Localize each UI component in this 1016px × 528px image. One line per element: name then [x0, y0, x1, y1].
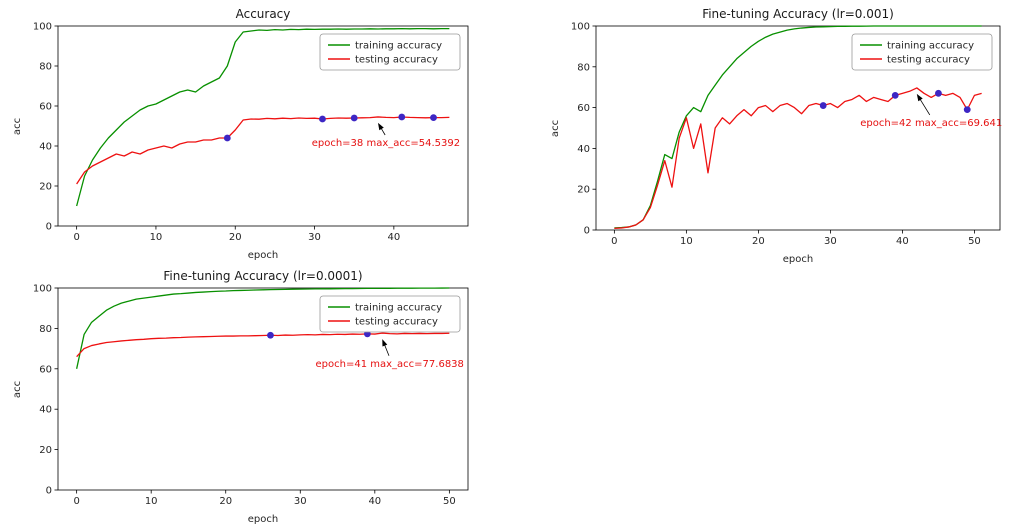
y-tick-label: 100 — [33, 22, 52, 33]
x-tick-label: 20 — [219, 496, 232, 507]
chart-finetune-lr-001: Fine-tuning Accuracy (lr=0.001) acc epoc… — [548, 4, 1010, 266]
y-tick-label: 0 — [46, 486, 52, 497]
y-tick-label: 0 — [584, 226, 590, 237]
x-tick-label: 10 — [150, 232, 163, 243]
annotation-arrowhead — [382, 339, 388, 347]
y-tick-label: 60 — [39, 102, 52, 113]
x-tick-label: 40 — [896, 236, 909, 247]
annotation-text: epoch=38 max_acc=54.5392 — [312, 138, 460, 149]
marker-dot — [267, 331, 274, 339]
x-tick-label: 20 — [229, 232, 242, 243]
y-tick-label: 0 — [46, 222, 52, 233]
marker-dot — [350, 114, 358, 122]
x-tick-label: 0 — [73, 232, 79, 243]
y-tick-label: 40 — [577, 144, 590, 155]
x-tick-label: 10 — [680, 236, 693, 247]
plot-area — [57, 287, 469, 491]
x-tick-label: 40 — [368, 496, 381, 507]
series-line-testing — [76, 332, 450, 358]
annotation-text: epoch=42 max_acc=69.641 — [860, 118, 1002, 129]
chart-title: Fine-tuning Accuracy (lr=0.0001) — [163, 269, 363, 283]
x-axis-label: epoch — [782, 254, 814, 265]
annotation-text: epoch=41 max_acc=77.6838 — [316, 359, 464, 370]
y-tick-label: 80 — [577, 62, 590, 73]
x-axis-label: epoch — [247, 250, 279, 261]
chart-title: Fine-tuning Accuracy (lr=0.001) — [702, 7, 894, 21]
legend-label: testing accuracy — [355, 55, 438, 66]
y-tick-label: 60 — [577, 103, 590, 114]
chart-finetune-lr-0001: Fine-tuning Accuracy (lr=0.0001) acc epo… — [10, 266, 478, 526]
series-line-training — [76, 287, 450, 369]
chart-accuracy: Accuracy acc epoch 0 10 20 30 40 0 20 40 60 80 100… — [10, 4, 478, 262]
x-tick-label: 10 — [145, 496, 158, 507]
y-tick-label: 80 — [39, 324, 52, 335]
legend-label: training accuracy — [887, 41, 974, 52]
x-tick-label: 30 — [308, 232, 321, 243]
series-line-training — [76, 27, 450, 207]
plot-area — [595, 25, 1001, 231]
legend-label: training accuracy — [355, 303, 442, 314]
x-axis-label: epoch — [247, 514, 279, 525]
marker-dot — [398, 113, 406, 121]
series-line-testing — [614, 87, 982, 230]
legend-box — [319, 33, 461, 71]
y-tick-label: 80 — [39, 62, 52, 73]
x-tick-label: 50 — [443, 496, 456, 507]
legend-label: training accuracy — [355, 41, 442, 52]
annotation-arrowhead — [916, 93, 923, 102]
chart-title: Accuracy — [235, 7, 291, 21]
y-tick-label: 60 — [39, 364, 52, 375]
plot-area — [57, 25, 469, 227]
series-line-training — [614, 25, 982, 229]
x-tick-label: 0 — [611, 236, 617, 247]
marker-dot — [891, 91, 899, 99]
chart-canvas: 0 10 20 30 40 0 20 40 60 80 100 epoch=38 max_acc=54… — [33, 22, 469, 243]
marker-dot — [819, 102, 827, 109]
marker-dot — [935, 89, 942, 97]
y-tick-label: 40 — [39, 405, 52, 416]
y-tick-label: 100 — [33, 284, 52, 295]
chart-canvas: 0 10 20 30 40 50 0 20 40 60 80 100 epoch=42 max_acc=… — [571, 22, 1002, 248]
x-tick-label: 50 — [968, 236, 981, 247]
y-tick-label: 20 — [577, 185, 590, 196]
legend-box — [319, 295, 461, 333]
x-tick-label: 0 — [73, 496, 79, 507]
x-tick-label: 40 — [387, 232, 400, 243]
x-tick-label: 30 — [824, 236, 837, 247]
series-line-testing — [76, 116, 450, 185]
chart-canvas: 0 10 20 30 40 50 0 20 40 60 80 100 epoch=41 max_acc=… — [33, 284, 469, 507]
marker-dot — [430, 114, 437, 121]
x-tick-label: 30 — [294, 496, 307, 507]
legend-box — [851, 33, 993, 71]
x-tick-label: 20 — [752, 236, 765, 247]
legend-label: testing accuracy — [355, 317, 438, 328]
y-tick-label: 40 — [39, 142, 52, 153]
legend-label: testing accuracy — [887, 55, 970, 66]
annotation-arrow — [919, 97, 931, 116]
y-tick-label: 100 — [571, 22, 590, 33]
marker-dot — [963, 106, 971, 114]
marker-dot — [223, 134, 231, 142]
y-tick-label: 20 — [39, 445, 52, 456]
y-tick-label: 20 — [39, 182, 52, 193]
annotation-arrow — [383, 343, 390, 356]
marker-dot — [319, 115, 326, 123]
annotation-arrowhead — [377, 122, 384, 131]
